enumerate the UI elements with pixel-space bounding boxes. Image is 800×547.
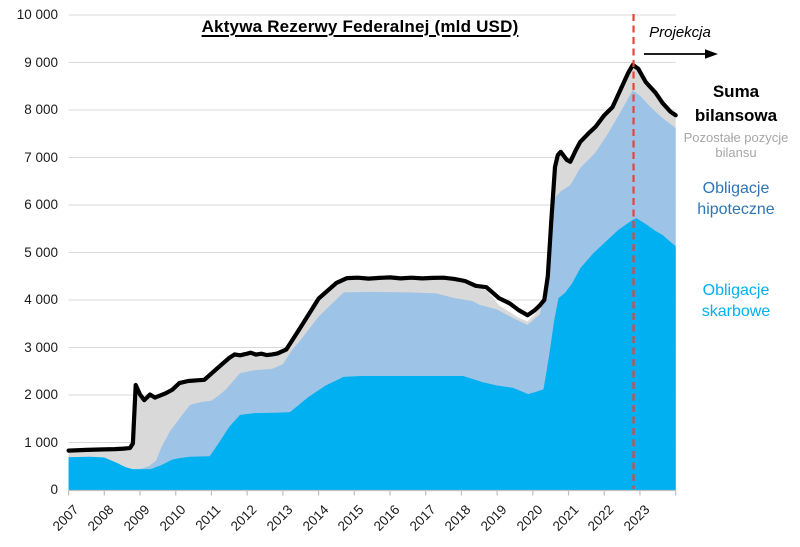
x-axis: [67, 489, 677, 496]
y-tick-label: 1 000: [24, 434, 58, 450]
legend-total-balance: Suma bilansowa: [694, 82, 778, 125]
y-tick-label: 7 000: [24, 149, 58, 165]
projection-label: Projekcja: [649, 24, 711, 41]
y-tick-label: 6 000: [24, 197, 58, 212]
y-tick-label: 4 000: [24, 292, 58, 307]
right-arrow-icon: [644, 49, 718, 59]
legend-mortgage-bonds: Obligacje hipoteczne: [697, 180, 775, 218]
legend-other-items: Pozostałe pozycje bilansu: [683, 130, 789, 160]
total-line: [66, 62, 678, 453]
chart-title: Aktywa Rezerwy Federalnej (mld USD): [201, 17, 519, 36]
y-tick-label: 3 000: [24, 339, 58, 355]
y-tick-label: 8 000: [24, 102, 58, 117]
y-tick-label: 2 000: [24, 387, 58, 402]
stacked-areas: [68, 66, 676, 491]
y-tick-label: 10 000: [16, 7, 58, 22]
legend-treasury-bonds: Obligacje skarbowe: [701, 282, 771, 320]
y-tick-label: 5 000: [24, 244, 58, 260]
y-tick-label: 0: [50, 482, 58, 497]
y-tick-label: 9 000: [24, 54, 58, 70]
